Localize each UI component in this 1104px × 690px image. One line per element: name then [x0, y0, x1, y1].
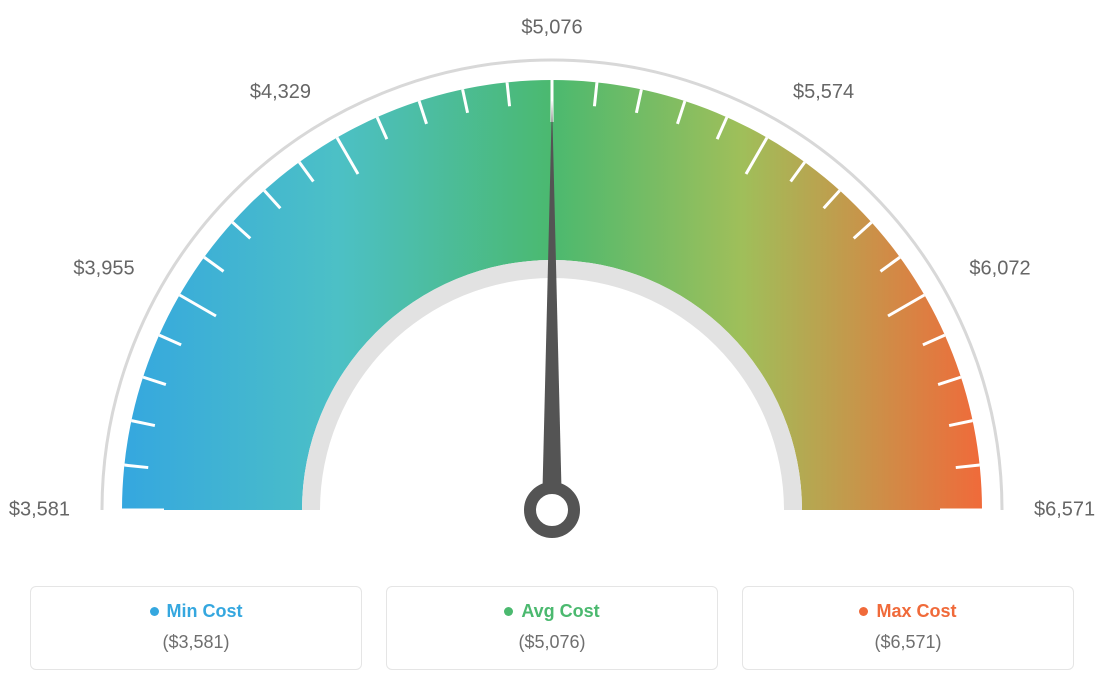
legend-dot-min: [150, 607, 159, 616]
legend-label-min: Min Cost: [167, 601, 243, 622]
gauge-svg: $3,581 $3,955 $4,329 $5,076 $5,574 $6,072 $6,5…: [0, 10, 1104, 550]
legend-row: Min Cost ($3,581) Avg Cost ($5,076) Max …: [0, 586, 1104, 670]
legend-dot-max: [859, 607, 868, 616]
legend-card-avg: Avg Cost ($5,076): [386, 586, 718, 670]
legend-dot-avg: [504, 607, 513, 616]
legend-card-min: Min Cost ($3,581): [30, 586, 362, 670]
legend-label-avg: Avg Cost: [521, 601, 599, 622]
legend-value-min: ($3,581): [41, 632, 351, 653]
svg-text:$4,329: $4,329: [250, 81, 311, 103]
svg-text:$3,581: $3,581: [9, 498, 70, 520]
gauge-chart: $3,581 $3,955 $4,329 $5,076 $5,574 $6,072 $6,5…: [0, 0, 1104, 540]
legend-value-max: ($6,571): [753, 632, 1063, 653]
legend-label-max: Max Cost: [876, 601, 956, 622]
svg-text:$6,072: $6,072: [969, 257, 1030, 279]
svg-text:$6,571: $6,571: [1034, 498, 1095, 520]
legend-value-avg: ($5,076): [397, 632, 707, 653]
svg-text:$5,076: $5,076: [521, 16, 582, 38]
legend-card-max: Max Cost ($6,571): [742, 586, 1074, 670]
svg-text:$5,574: $5,574: [793, 81, 854, 103]
svg-text:$3,955: $3,955: [73, 257, 134, 279]
